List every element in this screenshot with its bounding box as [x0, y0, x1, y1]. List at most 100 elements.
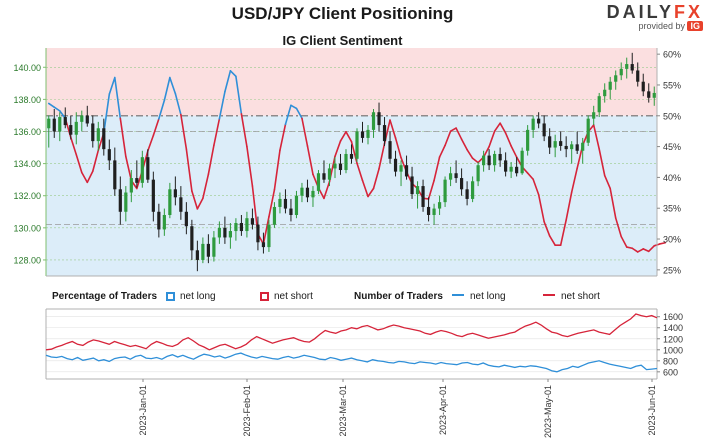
sentiment-line-segment — [268, 188, 276, 218]
sentiment-line-segment — [119, 117, 127, 158]
candle-body — [388, 141, 392, 159]
net-short-count-line — [45, 313, 658, 351]
candle-body — [448, 173, 453, 180]
candle-body — [113, 160, 117, 190]
sentiment-line-segment — [658, 241, 667, 245]
sentiment-line-segment — [158, 99, 166, 120]
candle-body — [531, 118, 535, 130]
candle-body — [190, 226, 194, 251]
candle-body — [415, 186, 420, 195]
sentiment-line-segment — [91, 149, 100, 173]
sentiment-line-segment — [58, 110, 67, 120]
candle-body — [410, 176, 414, 195]
short-box-icon — [260, 292, 269, 301]
sentiment-line-segment — [532, 178, 540, 196]
sentiment-line-segment — [114, 76, 122, 120]
candle-body — [294, 195, 299, 215]
sentiment-line-segment — [301, 117, 309, 147]
sentiment-line-segment — [191, 190, 199, 210]
date-tick-label: 2023-Feb-01 — [242, 385, 252, 437]
candle-body — [146, 157, 150, 180]
candle-body — [74, 121, 78, 135]
candle-body — [454, 173, 458, 179]
candle-body — [366, 129, 370, 138]
sentiment-line-segment — [350, 140, 358, 165]
sentiment-line-segment — [180, 113, 188, 150]
candle-body — [393, 158, 398, 172]
sentiment-line-segment — [273, 149, 281, 191]
candle-body — [575, 144, 579, 151]
candle-body — [168, 189, 172, 215]
sentiment-line-segment — [86, 170, 94, 184]
sentiment-line-segment — [499, 122, 507, 134]
sentiment-line-segment — [543, 220, 551, 237]
sentiment-line-segment — [598, 148, 606, 177]
sentiment-line-segment — [548, 235, 556, 246]
sentiment-line-segment — [449, 127, 457, 132]
candle-body — [404, 165, 409, 177]
sentiment-line-segment — [185, 148, 193, 192]
sentiment-line-segment — [537, 193, 545, 223]
candle-body — [597, 96, 601, 113]
candle-body — [465, 189, 469, 199]
sentiment-line-segment — [80, 171, 89, 184]
pct-tick-label: 60% — [663, 50, 681, 60]
candle-body — [212, 237, 216, 257]
sentiment-line-segment — [493, 122, 501, 132]
sentiment-line-segment — [345, 131, 353, 143]
candle-body — [647, 91, 651, 98]
candle-body — [228, 231, 233, 238]
candle-body — [470, 181, 475, 199]
candle-body — [338, 163, 343, 171]
sentiment-line-segment — [147, 134, 155, 152]
count-tick-label: 1200 — [663, 334, 683, 344]
sentiment-line-segment — [389, 119, 397, 139]
candle-body — [498, 153, 502, 161]
sentiment-line-segment — [625, 246, 634, 250]
candle-body — [69, 125, 73, 135]
candle-body — [173, 189, 177, 198]
sentiment-line-segment — [202, 173, 210, 200]
sentiment-line-segment — [279, 123, 287, 152]
candle-body — [399, 165, 403, 172]
candle-body — [586, 118, 590, 143]
brand-text: DAILY — [606, 2, 674, 22]
candle-body — [526, 129, 530, 151]
sentiment-line-segment — [334, 140, 342, 158]
sentiment-line-segment — [47, 102, 56, 108]
sentiment-line-segment — [565, 191, 573, 221]
candle-body — [272, 206, 277, 225]
candle-body — [124, 192, 128, 212]
pct-tick-label: 40% — [663, 173, 681, 183]
long-box-icon — [166, 292, 175, 301]
candle-body — [437, 202, 442, 209]
candle-body — [559, 141, 563, 146]
sentiment-line-segment — [53, 106, 61, 112]
sentiment-line-segment — [631, 247, 639, 253]
candle-body — [592, 112, 596, 119]
pct-tick-label: 30% — [663, 235, 681, 245]
sentiment-line-segment — [438, 144, 446, 158]
sentiment-line-segment — [603, 174, 612, 190]
sentiment-line-segment — [224, 70, 232, 93]
candle-body — [157, 211, 161, 230]
sentiment-line-segment — [609, 187, 617, 219]
candle-body — [322, 173, 326, 180]
legend-pct-short: net short — [260, 291, 313, 302]
candle-body — [85, 115, 89, 124]
candle-body — [537, 118, 541, 124]
sentiment-line-segment — [290, 104, 298, 110]
candle-body — [217, 227, 221, 238]
sentiment-line-segment — [636, 248, 645, 253]
sentiment-line-segment — [361, 179, 369, 198]
candle-body — [382, 125, 387, 142]
legend-num-short: net short — [543, 291, 600, 302]
candle-body — [520, 150, 524, 174]
legend-pct-long: net long — [166, 291, 216, 302]
candle-body — [476, 165, 480, 182]
candle-body — [509, 166, 513, 172]
candle-body — [223, 227, 227, 238]
sentiment-line-segment — [218, 90, 226, 120]
sentiment-line-segment — [466, 148, 474, 160]
sentiment-line-segment — [69, 136, 78, 156]
